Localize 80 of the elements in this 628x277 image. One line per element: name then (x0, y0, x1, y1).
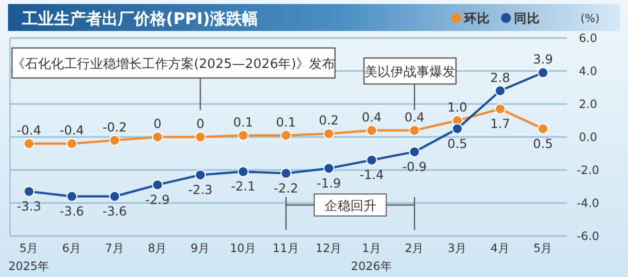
data-label: 0.4 (362, 109, 382, 124)
x-tick-label: 4月 (490, 241, 510, 255)
data-label: 0.1 (233, 114, 254, 130)
text: 2025年 (8, 259, 50, 273)
text: 2026年 (351, 259, 392, 273)
data-label: -2.9 (145, 192, 170, 207)
point (24, 138, 34, 150)
data-label: 0.5 (533, 136, 553, 151)
point (109, 134, 120, 146)
data-label: -2.2 (274, 180, 298, 196)
point (152, 132, 163, 142)
point (109, 190, 120, 202)
data-label: -0.4 (60, 122, 84, 138)
data-label: -3.6 (102, 203, 127, 218)
annotation: 《石化化工行业稳增长工作方案(2025—2026年)》发布 (12, 56, 336, 72)
data-label: 0.2 (318, 112, 339, 128)
point (452, 123, 463, 134)
point (323, 162, 334, 174)
point (280, 130, 292, 141)
point (152, 179, 163, 190)
point (323, 128, 334, 140)
y-tick-label: -4.0 (576, 196, 600, 210)
annotation: 企稳回升 (324, 199, 376, 214)
point (538, 123, 548, 134)
data-label: -0.4 (16, 122, 42, 138)
data-label: -3.3 (16, 198, 42, 214)
y-axis-title: (%) (580, 12, 600, 25)
data-label: 2.8 (490, 70, 510, 85)
x-tick-label: 3月 (448, 241, 467, 255)
x-tick-label: 2月 (404, 241, 424, 255)
data-label: 1.0 (447, 100, 468, 114)
legend-label: 同比 (514, 10, 540, 26)
point (238, 166, 249, 178)
x-tick-label: 7月 (105, 241, 124, 255)
data-label: 0 (196, 116, 204, 131)
x-tick-label: 1月 (362, 241, 382, 255)
data-label: 0.4 (404, 109, 424, 124)
data-label: -2.1 (230, 178, 256, 194)
point (280, 168, 292, 179)
data-label: -3.6 (60, 203, 84, 218)
point (366, 154, 378, 166)
chart-title: 工业生产者出厂价格(PPI)涨跌幅 (21, 9, 258, 28)
point (24, 186, 34, 197)
point (194, 169, 206, 180)
x-tick-label: 12月 (316, 241, 342, 255)
y-tick-label: -6.0 (576, 229, 600, 243)
x-tick-label: 11月 (272, 241, 300, 255)
point (409, 146, 420, 158)
x-tick-label: 6月 (62, 241, 82, 255)
data-label: -1.9 (316, 175, 342, 190)
data-label: -0.2 (102, 119, 127, 134)
data-label: 0.1 (276, 114, 296, 130)
legend-label: 环比 (463, 10, 490, 26)
x-tick-label: 5月 (533, 241, 553, 255)
data-label: 3.9 (533, 52, 553, 67)
point (66, 190, 78, 202)
point (238, 130, 249, 141)
y-tick-label: 4.0 (578, 64, 598, 78)
x-tick-label: 9月 (190, 241, 210, 255)
data-label: -1.4 (359, 167, 384, 182)
x-tick-label: 5月 (19, 241, 39, 255)
point (538, 67, 548, 78)
point (409, 124, 420, 136)
y-tick-label: 0.0 (578, 130, 598, 144)
point (194, 132, 206, 142)
point (494, 85, 506, 96)
data-label: -2.3 (188, 182, 213, 197)
annotation: 美以伊战事爆发 (364, 64, 456, 80)
data-label: 0 (154, 116, 162, 131)
x-tick-label: 8月 (148, 241, 168, 255)
data-label: 0.5 (447, 136, 468, 151)
y-tick-label: 6.0 (578, 31, 598, 45)
y-tick-label: -2.0 (576, 163, 600, 177)
point (366, 124, 378, 136)
data-label: 1.7 (490, 116, 510, 131)
point (66, 138, 78, 150)
x-tick-label: 10月 (230, 241, 256, 255)
point (494, 103, 506, 114)
y-tick-label: 2.0 (578, 97, 598, 111)
data-label: -0.9 (402, 158, 427, 174)
